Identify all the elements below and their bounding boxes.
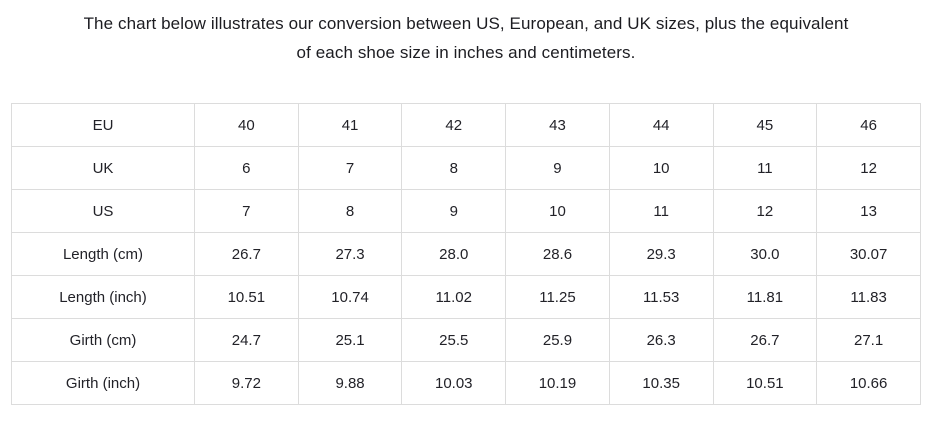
table-cell: 11.81 <box>712 275 818 319</box>
table-row: Length (cm) 26.7 27.3 28.0 28.6 29.3 30.0 30.07 <box>11 232 921 276</box>
table-cell: 25.1 <box>297 318 403 362</box>
table-cell: 45 <box>712 103 818 147</box>
table-cell: 10.03 <box>401 361 507 405</box>
table-cell: 44 <box>608 103 714 147</box>
table-cell: 26.7 <box>712 318 818 362</box>
table-cell: 9.88 <box>297 361 403 405</box>
size-conversion-table-container: EU 40 41 42 43 44 45 46 UK 6 7 8 9 10 11 12 US 7 8 9 10 11 12 1… <box>11 103 921 405</box>
table-cell: 28.6 <box>505 232 610 276</box>
table-cell: 27.1 <box>816 318 921 362</box>
table-cell: 11.83 <box>816 275 921 319</box>
table-cell: 11.02 <box>401 275 507 319</box>
table-row: Girth (inch) 9.72 9.88 10.03 10.19 10.35 10.51… <box>11 361 921 405</box>
table-cell: 30.07 <box>816 232 921 276</box>
table-cell: 7 <box>194 189 299 233</box>
table-row: Girth (cm) 24.7 25.1 25.5 25.9 26.3 26.7 27.1 <box>11 318 921 362</box>
table-cell: 26.7 <box>194 232 299 276</box>
table-cell: 6 <box>194 146 299 190</box>
table-cell: 11.25 <box>505 275 610 319</box>
table-cell: 26.3 <box>608 318 714 362</box>
row-label: Length (cm) <box>11 232 195 276</box>
table-cell: 10.35 <box>608 361 714 405</box>
table-cell: 8 <box>401 146 507 190</box>
table-cell: 9 <box>401 189 507 233</box>
intro-paragraph: The chart below illustrates our conversi… <box>0 0 932 67</box>
table-cell: 41 <box>297 103 403 147</box>
table-cell: 28.0 <box>401 232 507 276</box>
table-row: US 7 8 9 10 11 12 13 <box>11 189 921 233</box>
table-row: UK 6 7 8 9 10 11 12 <box>11 146 921 190</box>
table-row: Length (inch) 10.51 10.74 11.02 11.25 11.53 11… <box>11 275 921 319</box>
table-cell: 12 <box>816 146 921 190</box>
table-cell: 10.74 <box>297 275 403 319</box>
table-cell: 11 <box>712 146 818 190</box>
table-cell: 10.19 <box>505 361 610 405</box>
table-cell: 43 <box>505 103 610 147</box>
row-label: Girth (cm) <box>11 318 195 362</box>
table-cell: 10 <box>608 146 714 190</box>
table-cell: 11.53 <box>608 275 714 319</box>
table-body: EU 40 41 42 43 44 45 46 UK 6 7 8 9 10 11 12 US 7 8 9 10 11 12 1… <box>11 103 921 405</box>
row-label: UK <box>11 146 195 190</box>
table-row: EU 40 41 42 43 44 45 46 <box>11 103 921 147</box>
intro-line-1: The chart below illustrates our conversi… <box>83 14 849 33</box>
row-label: Length (inch) <box>11 275 195 319</box>
table-cell: 9 <box>505 146 610 190</box>
row-label: US <box>11 189 195 233</box>
table-cell: 11 <box>608 189 714 233</box>
table-cell: 9.72 <box>194 361 299 405</box>
table-cell: 10 <box>505 189 610 233</box>
table-cell: 25.5 <box>401 318 507 362</box>
table-cell: 25.9 <box>505 318 610 362</box>
table-cell: 10.51 <box>194 275 299 319</box>
row-label: Girth (inch) <box>11 361 195 405</box>
table-cell: 13 <box>816 189 921 233</box>
table-cell: 42 <box>401 103 507 147</box>
table-cell: 24.7 <box>194 318 299 362</box>
intro-line-2: of each shoe size in inches and centimet… <box>296 43 636 62</box>
table-cell: 40 <box>194 103 299 147</box>
table-cell: 12 <box>712 189 818 233</box>
table-cell: 46 <box>816 103 921 147</box>
table-cell: 29.3 <box>608 232 714 276</box>
table-cell: 30.0 <box>712 232 818 276</box>
table-cell: 7 <box>297 146 403 190</box>
size-conversion-table: EU 40 41 42 43 44 45 46 UK 6 7 8 9 10 11 12 US 7 8 9 10 11 12 1… <box>11 103 921 405</box>
table-cell: 10.51 <box>712 361 818 405</box>
table-cell: 27.3 <box>297 232 403 276</box>
row-label: EU <box>11 103 195 147</box>
table-cell: 10.66 <box>816 361 921 405</box>
table-cell: 8 <box>297 189 403 233</box>
